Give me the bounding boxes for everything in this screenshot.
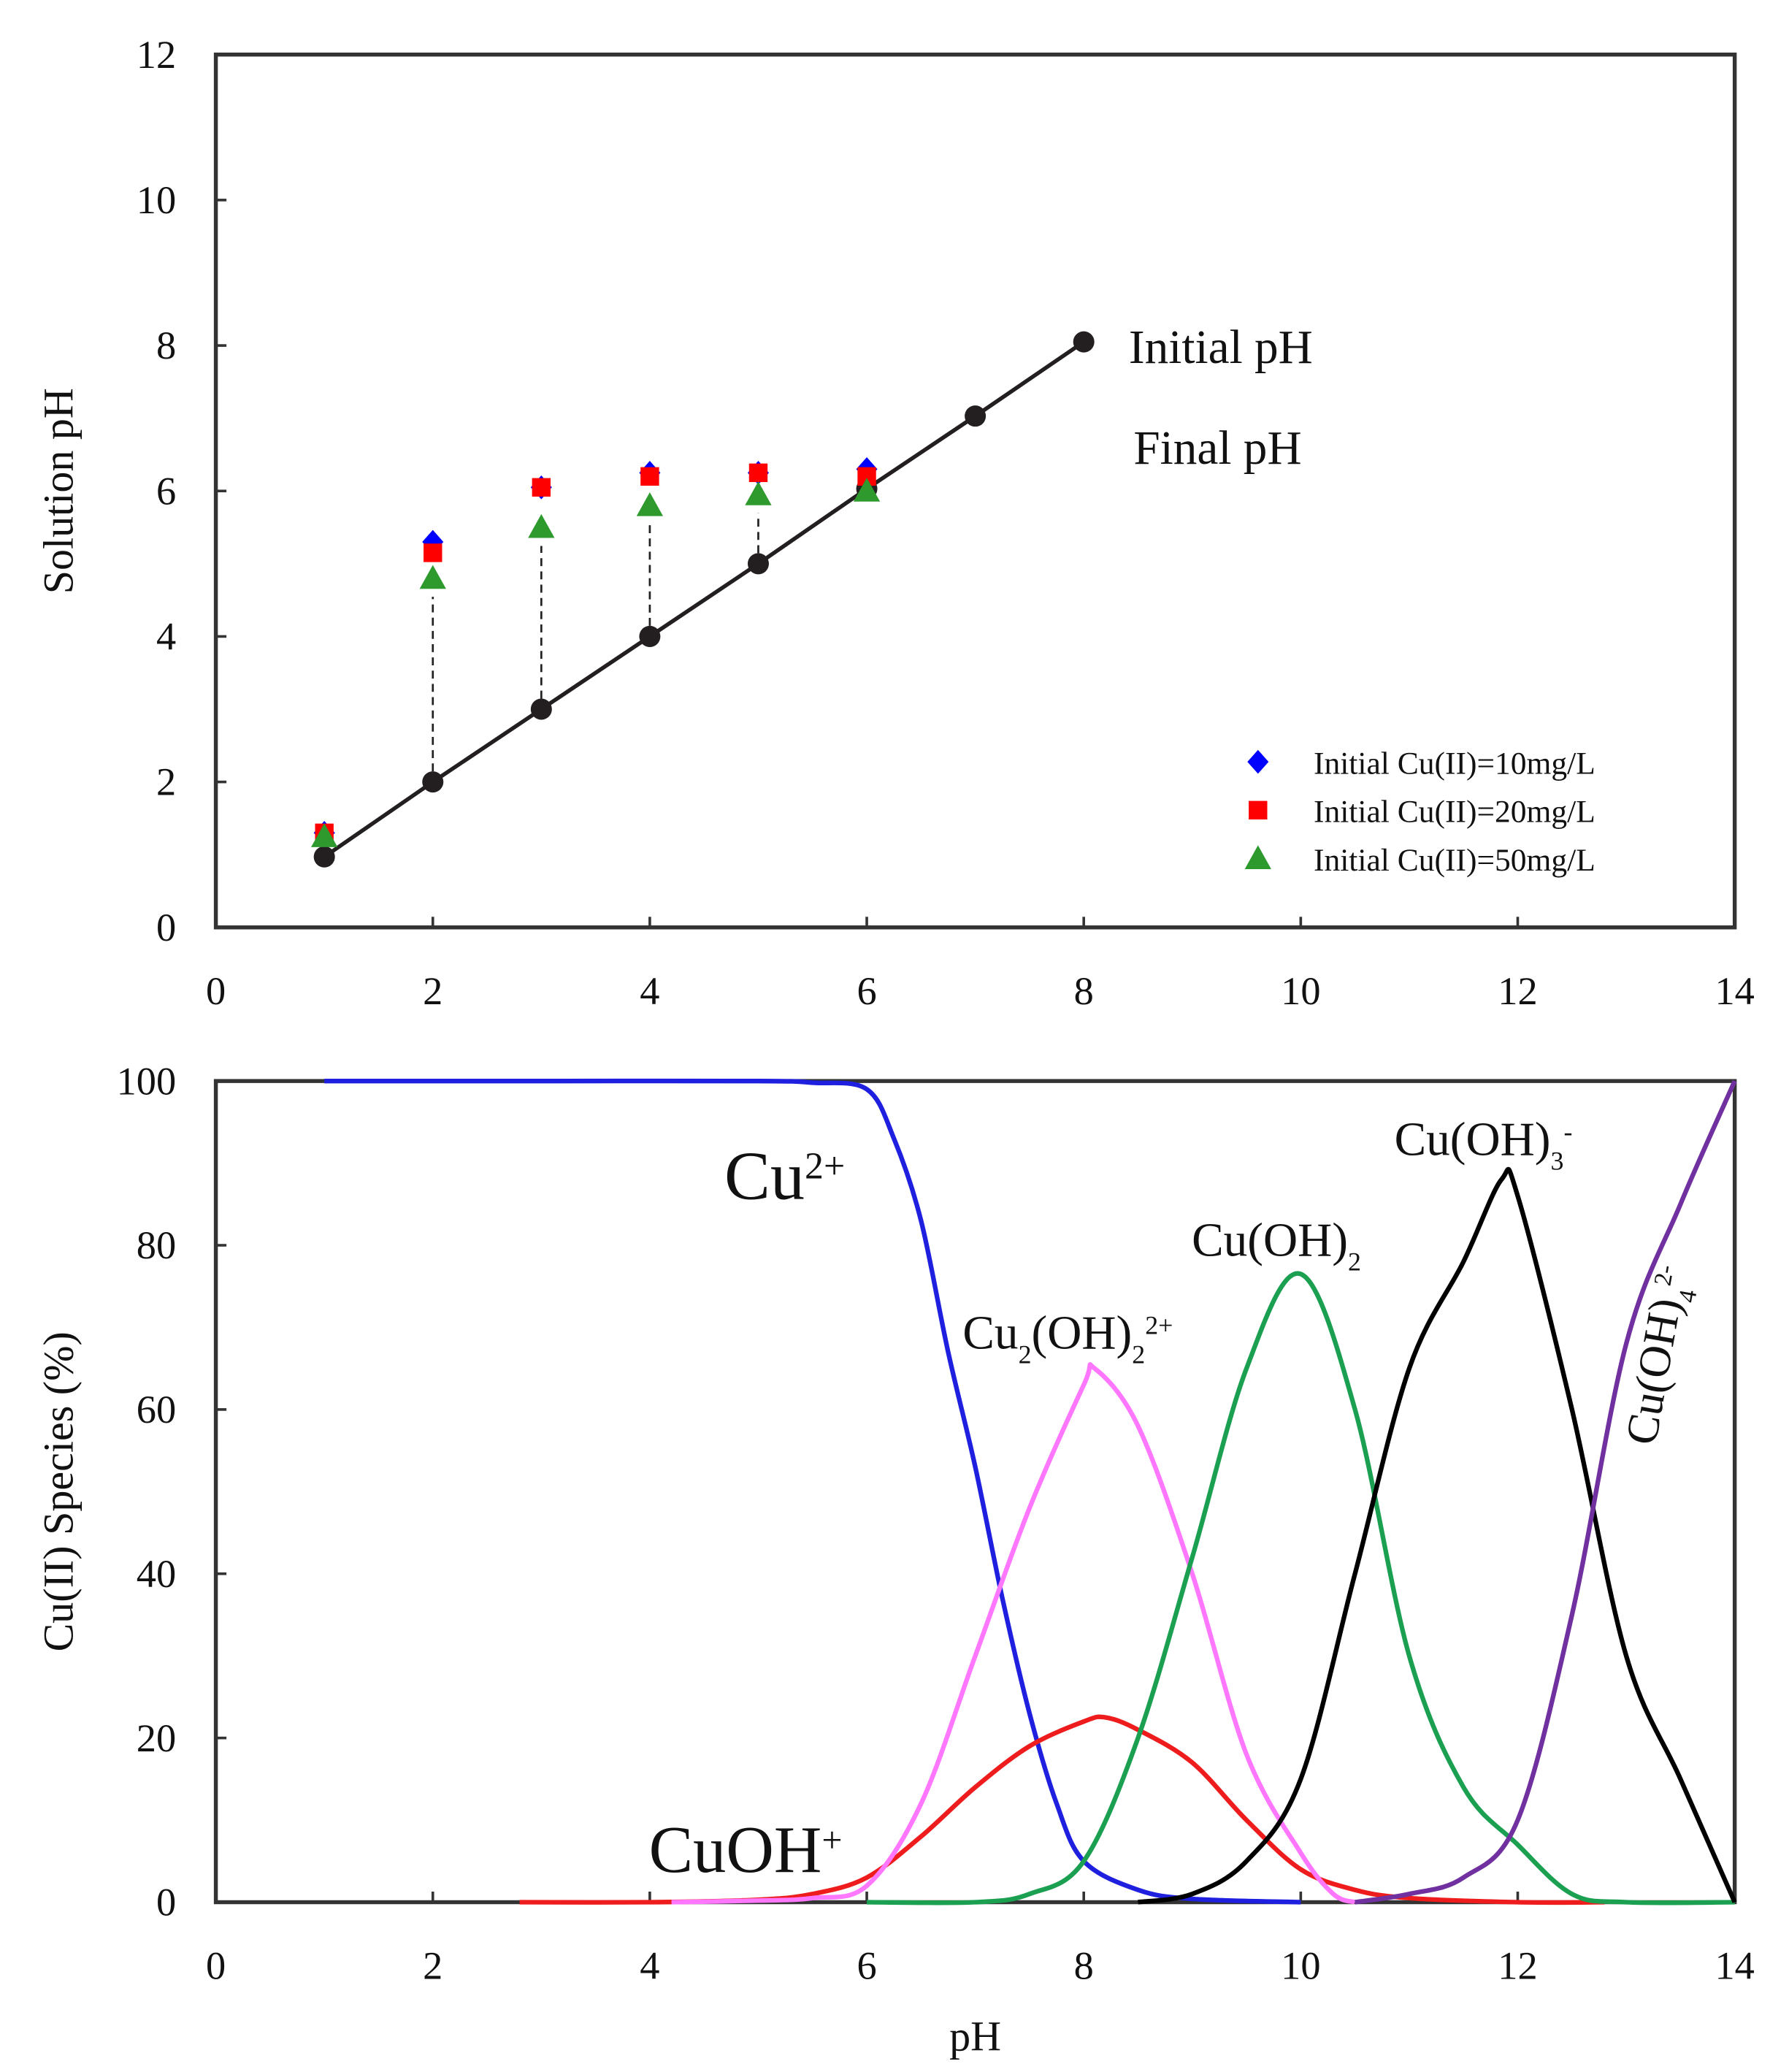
x-tick-label: 0: [206, 1944, 226, 1988]
x-tick-label: 6: [857, 969, 876, 1013]
annotation-part: 2: [1019, 1339, 1032, 1369]
legend-marker: [1247, 749, 1269, 774]
x-tick-label: 0: [206, 969, 226, 1013]
annotation-part: Cu: [724, 1139, 805, 1215]
annotation-part: CuOH: [649, 1813, 822, 1886]
point: [311, 823, 338, 847]
series-line: [1355, 1079, 1737, 1905]
point: [745, 481, 772, 505]
annotation-part: (OH): [1032, 1307, 1133, 1359]
series-line: [671, 1362, 1356, 1905]
y-tick-label: 0: [156, 1881, 176, 1924]
y-tick-label: 20: [137, 1716, 176, 1760]
x-tick-label: 8: [1074, 1944, 1094, 1988]
x-tick-label: 10: [1281, 969, 1320, 1013]
point: [640, 467, 659, 486]
point: [748, 463, 768, 483]
point: [424, 543, 443, 562]
annotation-part: 2-: [1649, 1263, 1679, 1288]
x-axis-label: pH: [949, 2013, 1001, 2060]
y-tick-label: 60: [137, 1388, 176, 1431]
y-tick-label: 2: [156, 760, 176, 804]
point: [965, 405, 987, 427]
y-tick-label: 12: [137, 33, 176, 77]
annotation-part: Final pH: [1133, 422, 1301, 475]
legend-marker: [1244, 845, 1271, 870]
x-tick-label: 8: [1074, 969, 1094, 1013]
x-tick-label: 4: [640, 1944, 659, 1988]
series-label: Initial pH: [1129, 321, 1313, 374]
y-tick-label: 0: [156, 906, 176, 949]
x-tick-label: 4: [640, 969, 659, 1013]
annotation: Cu(OH)2: [1192, 1215, 1361, 1277]
y-tick-label: 100: [117, 1059, 177, 1103]
x-tick-label: 2: [423, 1944, 443, 1988]
annotation: Cu(OH)3-: [1395, 1114, 1573, 1176]
point: [419, 565, 446, 589]
annotation-part: Cu: [962, 1307, 1018, 1359]
point: [313, 846, 335, 868]
y-tick-label: 6: [156, 469, 176, 513]
x-tick-label: 6: [857, 1944, 876, 1988]
point: [532, 478, 551, 497]
series-line: [867, 1271, 1735, 1905]
y-tick-label: 4: [156, 615, 176, 659]
annotation-part: 2: [1348, 1247, 1361, 1277]
point: [422, 771, 444, 793]
legend-label: Initial Cu(II)=10mg/L: [1314, 746, 1595, 781]
point: [747, 553, 769, 575]
x-tick-label: 10: [1281, 1944, 1320, 1988]
x-tick-label: 14: [1715, 1944, 1754, 1988]
annotation-part: Cu(OH): [1395, 1114, 1551, 1166]
y-tick-label: 80: [137, 1223, 176, 1267]
point: [639, 625, 661, 647]
legend-marker: [1249, 800, 1268, 819]
annotation-part: 2+: [805, 1145, 845, 1187]
annotation-part: Cu(OH): [1617, 1294, 1691, 1448]
annotation-part: +: [821, 1819, 842, 1859]
annotation: Cu2(OH)22+: [962, 1307, 1173, 1369]
plot-frame: [213, 52, 1737, 930]
x-tick-label: 12: [1498, 969, 1537, 1013]
annotation-part: 4: [1674, 1288, 1702, 1304]
x-tick-label: 12: [1498, 1944, 1537, 1988]
annotation: Cu(OH)42-: [1617, 1262, 1706, 1450]
point: [853, 478, 881, 502]
point: [636, 492, 664, 516]
annotation-part: 2+: [1145, 1310, 1173, 1339]
annotation: Cu2+: [724, 1139, 845, 1215]
x-tick-label: 14: [1715, 969, 1754, 1013]
series-line: [323, 340, 1085, 859]
annotation: CuOH+: [649, 1813, 843, 1886]
annotation: Final pH: [1133, 422, 1301, 475]
series-line: [324, 1078, 1301, 1905]
annotation-part: Cu(OH): [1192, 1215, 1348, 1267]
legend-label: Initial Cu(II)=20mg/L: [1314, 795, 1595, 830]
annotation-part: -: [1563, 1117, 1572, 1147]
y-axis-label: Solution pH: [35, 388, 83, 594]
annotation-part: 2: [1132, 1339, 1145, 1369]
plot-frame: [213, 1079, 1737, 1905]
y-axis-label: Cu(II) Species (%): [35, 1331, 83, 1651]
point: [1073, 331, 1095, 353]
y-tick-label: 10: [137, 178, 176, 222]
point: [528, 513, 555, 538]
y-tick-label: 40: [137, 1552, 176, 1596]
annotation-part: 3: [1550, 1147, 1563, 1176]
legend-label: Initial Cu(II)=50mg/L: [1314, 843, 1595, 878]
point: [530, 698, 552, 720]
x-tick-label: 2: [423, 969, 443, 1013]
series-line: [1138, 1166, 1737, 1905]
y-tick-label: 8: [156, 324, 176, 367]
